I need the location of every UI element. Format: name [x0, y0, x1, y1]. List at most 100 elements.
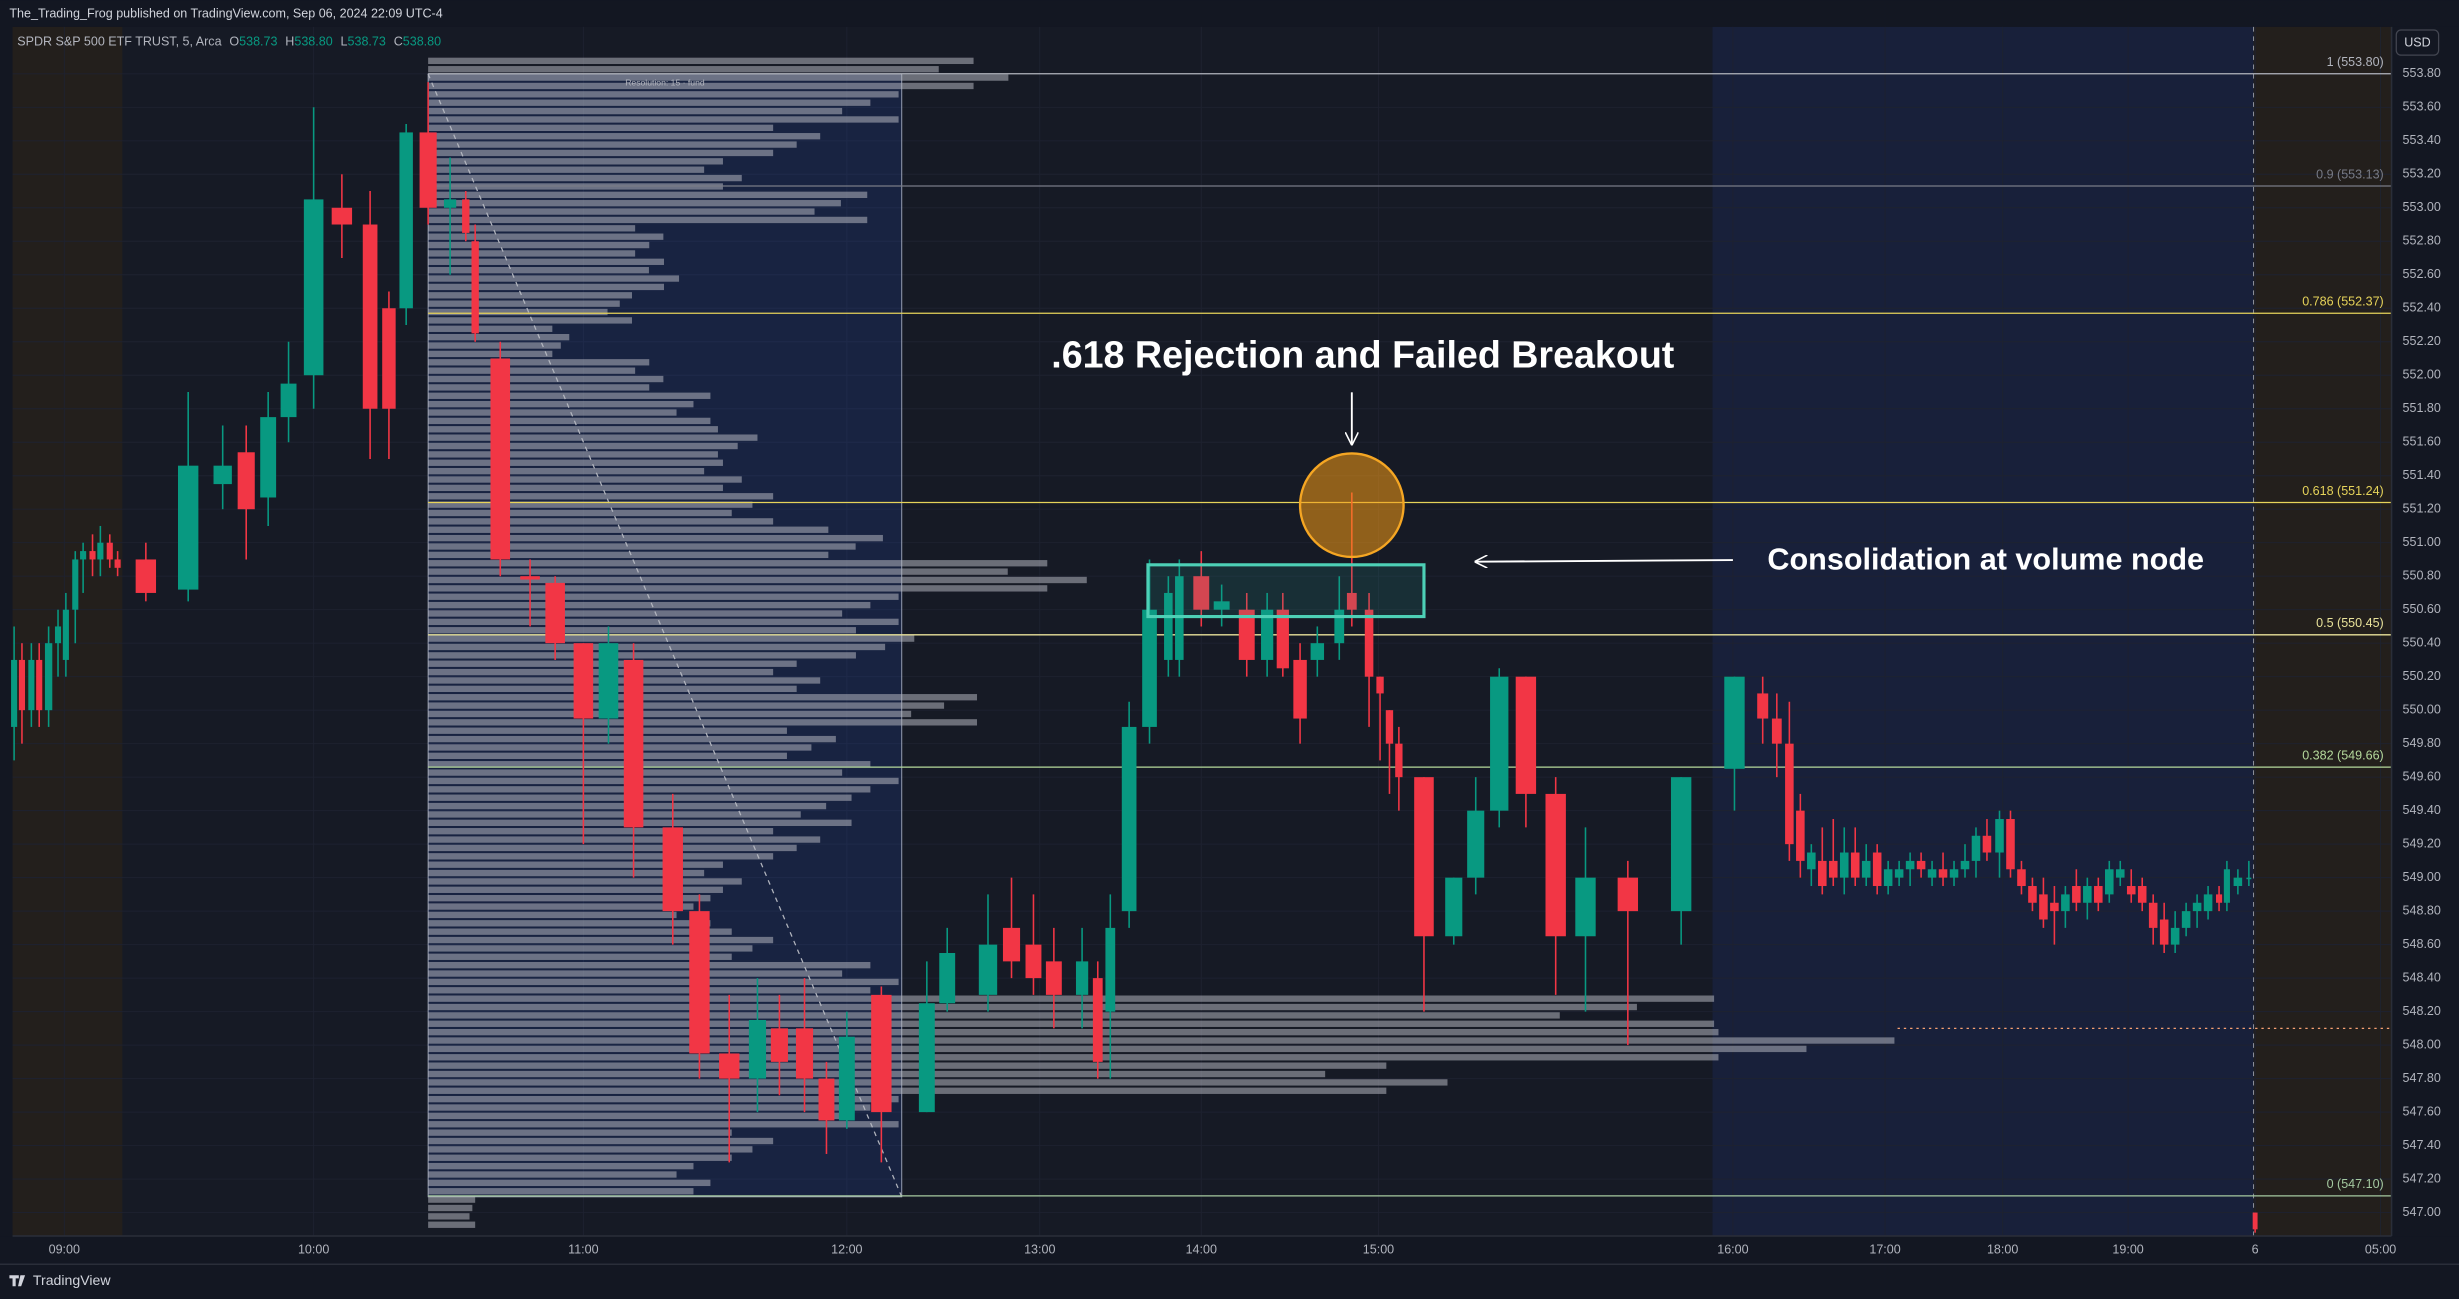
volume-row [428, 1204, 473, 1212]
candle-body [462, 199, 470, 233]
y-tick-label: 549.40 [2403, 803, 2441, 817]
fib-label: 0.382 (549.66) [2302, 748, 2384, 762]
candle-body [2233, 877, 2243, 887]
volume-row [428, 501, 753, 508]
price-axis [2391, 26, 2459, 1237]
y-tick-label: 553.40 [2403, 133, 2441, 147]
volume-row [428, 434, 758, 441]
brand: TradingView [33, 1272, 111, 1288]
volume-row [428, 945, 753, 952]
candle-body [1376, 676, 1384, 694]
candle-body [399, 132, 413, 309]
candle-body [1002, 927, 1021, 962]
candle-body [1238, 609, 1255, 660]
volume-row [428, 911, 677, 919]
candle-body [1276, 609, 1289, 669]
volume-row [428, 601, 871, 609]
ohlc-key: L [341, 35, 348, 49]
candle-body [573, 643, 594, 719]
y-tick-label: 553.60 [2403, 100, 2441, 114]
y-tick-label: 550.60 [2403, 602, 2441, 616]
volume-row [428, 652, 856, 659]
candle-body [2252, 1212, 2258, 1230]
volume-row [428, 643, 886, 651]
candle-body [1960, 860, 1970, 870]
volume-row [428, 962, 871, 969]
after-hours [1712, 26, 2254, 1237]
volume-row [428, 107, 843, 115]
volume-row [428, 1037, 1895, 1044]
y-tick-label: 548.40 [2403, 970, 2441, 984]
volume-row [428, 1179, 711, 1187]
volume-row [428, 1129, 732, 1136]
volume-row [428, 853, 774, 860]
candle-body [213, 465, 232, 485]
candle-body [1334, 609, 1345, 644]
candle-body [490, 358, 511, 560]
candle-body [1883, 869, 1893, 887]
volume-row [428, 216, 868, 224]
volume-row [428, 241, 650, 249]
volume-row [428, 836, 821, 843]
candle-body [2050, 902, 2059, 912]
currency[interactable]: USD [2404, 36, 2430, 50]
candle-body [1261, 609, 1274, 660]
candle-body [89, 551, 96, 560]
volume-row [428, 166, 705, 173]
volume-row [428, 744, 812, 751]
volume-row [428, 409, 677, 416]
candle-body [1445, 877, 1463, 937]
volume-row [428, 1146, 753, 1153]
arrow-left [1476, 560, 1733, 562]
volume-row [428, 308, 608, 316]
candle-body [2137, 886, 2147, 903]
symbol-legend: SPDR S&P 500 ETF TRUST, 5, Arca O538.73 H5… [17, 35, 441, 49]
x-tick-label: 12:00 [831, 1242, 862, 1256]
y-tick-label: 552.80 [2403, 234, 2441, 248]
candle-body [1905, 860, 1915, 870]
candle-body [54, 626, 62, 644]
y-tick-label: 553.80 [2403, 66, 2441, 80]
volume-row [428, 325, 553, 332]
candle-body [1385, 710, 1394, 744]
volume-row [428, 936, 774, 944]
volume-row [428, 869, 705, 877]
candle-body [1839, 852, 1849, 878]
volume-row [428, 1188, 694, 1195]
volume-row [428, 1112, 843, 1120]
candle-body [2094, 886, 2103, 903]
candle-body [1938, 869, 1948, 878]
candle-body [2192, 902, 2202, 912]
candle-body [748, 1019, 767, 1079]
volume-row [428, 174, 742, 182]
candle-body [1861, 860, 1871, 878]
candle-body [443, 199, 457, 208]
volume-row [428, 350, 553, 358]
candle-body [1025, 944, 1042, 979]
volume-row [428, 1087, 1387, 1094]
volume-row [428, 1137, 774, 1145]
volume-row [428, 493, 774, 500]
volume-row [428, 442, 738, 450]
volume-row [428, 970, 843, 977]
candle-body [662, 827, 683, 912]
candle-body [1092, 978, 1103, 1062]
candle-body [1949, 869, 1959, 878]
ohlc-key: H [285, 35, 294, 49]
rejection-circle [1298, 452, 1405, 559]
y-tick-label: 550.80 [2403, 569, 2441, 583]
x-tick-label: 18:00 [1987, 1242, 2018, 1256]
volume-row [428, 518, 774, 525]
volume-row [428, 526, 829, 533]
candle-body [1916, 860, 1926, 870]
volume-row [428, 66, 939, 73]
candle-body [18, 659, 26, 711]
currency-button[interactable] [2395, 29, 2440, 56]
x-tick-label: 10:00 [298, 1242, 329, 1256]
candle-body [1785, 743, 1794, 845]
fib-label: 0.9 (553.13) [2316, 167, 2384, 181]
volume-row [428, 116, 899, 123]
candle-body [303, 199, 324, 376]
candle-body [2105, 869, 2114, 895]
y-tick-label: 547.20 [2403, 1171, 2441, 1185]
